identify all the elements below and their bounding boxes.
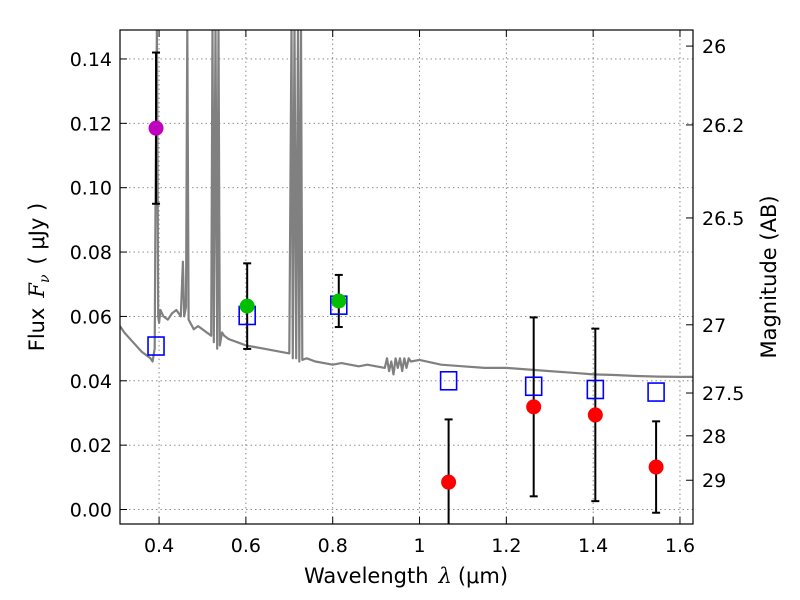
x-tick-label: 0.8: [318, 535, 348, 557]
y2-tick-label: 29: [702, 470, 726, 492]
model-spectrum: [120, 30, 693, 378]
y2-tick-label: 26.2: [702, 115, 744, 137]
photometry-point: [587, 407, 603, 423]
x-tick-label: 1.6: [665, 535, 695, 557]
x-tick-label: 0.6: [231, 535, 261, 557]
model-square: [586, 379, 605, 400]
spectrum-line: [120, 30, 693, 378]
model-square: [439, 370, 458, 391]
x-tick-label: 0.4: [144, 535, 174, 557]
plot-background: [120, 30, 693, 524]
x-axis-label-prefix: Wavelength: [304, 564, 429, 588]
photometry-point: [441, 474, 457, 490]
y2-axis-label: Magnitude (AB): [757, 195, 781, 358]
y-tick-label: 0.02: [70, 435, 112, 457]
x-tick-label: 1: [413, 535, 425, 557]
plot-frame: [119, 29, 694, 525]
y-tick-label: 0.12: [70, 113, 112, 135]
x-axis-label-unit: (μm): [458, 564, 508, 588]
x-tick-label: 1.2: [491, 535, 521, 557]
y-tick-label: 0.08: [70, 242, 112, 264]
y2-tick-label: 26: [702, 36, 726, 58]
x-axis-label: Wavelength λ (μm): [304, 564, 508, 588]
y2-axis-ticks: 26 26.2 26.5 27 27.5 28 29: [686, 36, 744, 492]
y2-tick-label: 27.5: [702, 383, 744, 405]
y-tick-label: 0.00: [70, 500, 112, 522]
model-square: [647, 382, 665, 402]
y2-tick-label: 27: [702, 315, 726, 337]
photometry-point: [648, 459, 664, 475]
photometry-point: [331, 293, 347, 309]
markers: [147, 120, 665, 490]
y2-tick-label: 28: [702, 426, 726, 448]
model-square: [524, 376, 543, 397]
x-axis-ticks: 0.4 0.6 0.8 1 1.2 1.4 1.6: [144, 30, 695, 557]
y-tick-label: 0.10: [70, 178, 112, 200]
y-tick-label: 0.04: [70, 371, 112, 393]
x-axis-label-symbol: λ: [438, 564, 452, 588]
photometry-point: [148, 120, 164, 136]
y-axis-label-prefix: Flux: [25, 308, 49, 352]
y-tick-label: 0.06: [70, 306, 112, 328]
y-axis-label: Flux Fν ( μJy ): [25, 203, 53, 351]
photometry-point: [239, 298, 255, 314]
y-tick-label: 0.14: [70, 49, 112, 71]
y-axis-label-subscript: ν: [37, 274, 53, 283]
y-axis-label-symbol: F: [25, 282, 49, 299]
model-square: [147, 336, 165, 356]
y-axis-ticks: 0.00 0.02 0.04 0.06 0.08 0.10 0.12 0.14: [70, 49, 127, 522]
x-tick-label: 1.4: [578, 535, 608, 557]
y2-tick-label: 26.5: [702, 208, 744, 230]
y-axis-label-unit: ( μJy ): [25, 203, 49, 265]
photometry-point: [526, 399, 542, 415]
